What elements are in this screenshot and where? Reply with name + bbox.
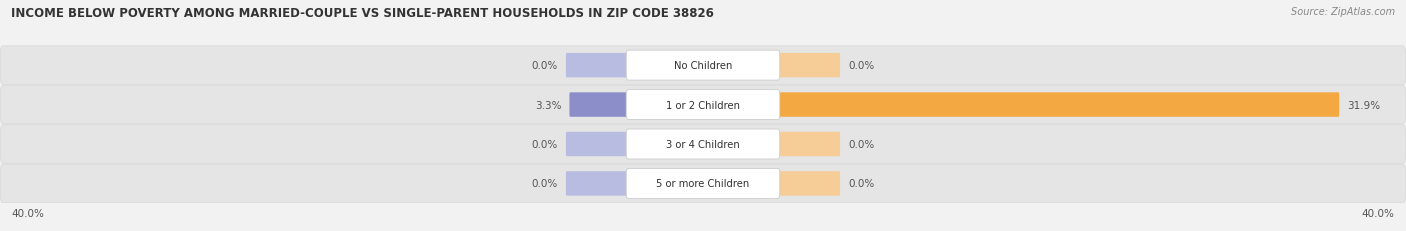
Text: 0.0%: 0.0% (531, 179, 558, 189)
FancyBboxPatch shape (778, 171, 841, 196)
Text: 5 or more Children: 5 or more Children (657, 179, 749, 189)
Text: 0.0%: 0.0% (848, 61, 875, 71)
Text: Source: ZipAtlas.com: Source: ZipAtlas.com (1291, 7, 1395, 17)
FancyBboxPatch shape (0, 164, 1406, 203)
FancyBboxPatch shape (0, 86, 1406, 124)
FancyBboxPatch shape (778, 93, 1340, 117)
Text: 40.0%: 40.0% (11, 208, 44, 218)
Text: INCOME BELOW POVERTY AMONG MARRIED-COUPLE VS SINGLE-PARENT HOUSEHOLDS IN ZIP COD: INCOME BELOW POVERTY AMONG MARRIED-COUPL… (11, 7, 714, 20)
Text: 0.0%: 0.0% (531, 139, 558, 149)
FancyBboxPatch shape (565, 171, 630, 196)
FancyBboxPatch shape (626, 169, 780, 199)
Text: 0.0%: 0.0% (848, 179, 875, 189)
FancyBboxPatch shape (569, 93, 630, 117)
FancyBboxPatch shape (565, 54, 630, 78)
FancyBboxPatch shape (565, 132, 630, 157)
Text: 0.0%: 0.0% (531, 61, 558, 71)
FancyBboxPatch shape (778, 54, 841, 78)
Text: No Children: No Children (673, 61, 733, 71)
Text: 3.3%: 3.3% (536, 100, 561, 110)
FancyBboxPatch shape (0, 47, 1406, 85)
FancyBboxPatch shape (626, 129, 780, 159)
Text: 31.9%: 31.9% (1347, 100, 1381, 110)
Text: 0.0%: 0.0% (848, 139, 875, 149)
FancyBboxPatch shape (626, 90, 780, 120)
FancyBboxPatch shape (626, 51, 780, 81)
Text: 40.0%: 40.0% (1362, 208, 1395, 218)
Text: 1 or 2 Children: 1 or 2 Children (666, 100, 740, 110)
FancyBboxPatch shape (0, 125, 1406, 164)
FancyBboxPatch shape (778, 132, 841, 157)
Text: 3 or 4 Children: 3 or 4 Children (666, 139, 740, 149)
